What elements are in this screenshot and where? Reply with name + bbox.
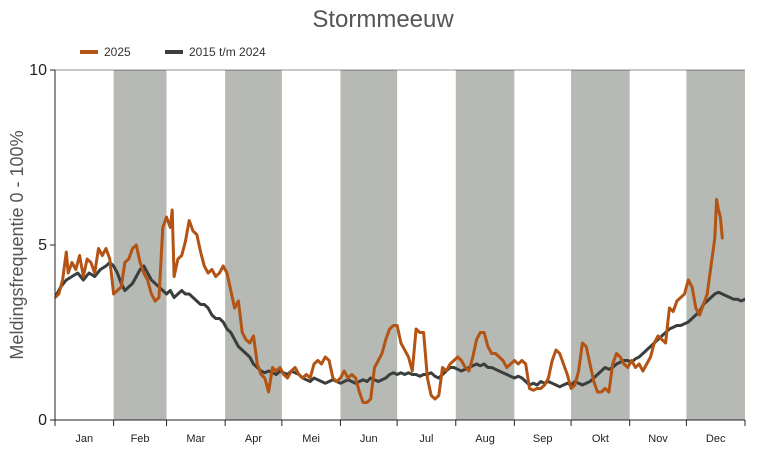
x-tick-label-mei: Mei (302, 433, 320, 445)
x-ticks: Jan Feb Mar Apr Mei Jun Jul Aug Sep Okt Nov Dec (54, 420, 746, 445)
x-tick-label-okt: Okt (592, 433, 609, 445)
legend-label-2025: 2025 (104, 45, 131, 59)
chart-title: Stormmeeuw (312, 6, 454, 33)
x-tick-label-jul: Jul (419, 433, 433, 445)
y-tick-label: 0 (38, 412, 47, 429)
y-tick-label: 10 (29, 62, 47, 79)
month-band-dec (686, 70, 745, 420)
x-tick-label-nov: Nov (648, 433, 668, 445)
x-tick-label-aug: Aug (475, 433, 495, 445)
month-band-feb (113, 70, 167, 420)
month-band-jun (340, 70, 398, 420)
y-axis-label: Meldingsfrequentie 0 - 100% (7, 130, 27, 359)
x-tick-label-jan: Jan (75, 433, 93, 445)
series-line-2025 (55, 198, 724, 404)
month-bands (113, 70, 745, 420)
x-tick-label-feb: Feb (131, 433, 150, 445)
x-tick-label-dec: Dec (706, 433, 726, 445)
y-tick-label: 5 (38, 237, 47, 254)
x-tick-label-sep: Sep (533, 433, 553, 445)
x-tick-label-apr: Apr (245, 433, 262, 445)
plot-lines (55, 198, 745, 404)
x-tick-label-jun: Jun (360, 433, 378, 445)
legend: 2025 2015 t/m 2024 (80, 45, 266, 59)
legend-label-2015-2024: 2015 t/m 2024 (189, 45, 266, 59)
x-tick-label-mar: Mar (186, 433, 205, 445)
y-ticks: 0 5 10 (29, 62, 55, 429)
